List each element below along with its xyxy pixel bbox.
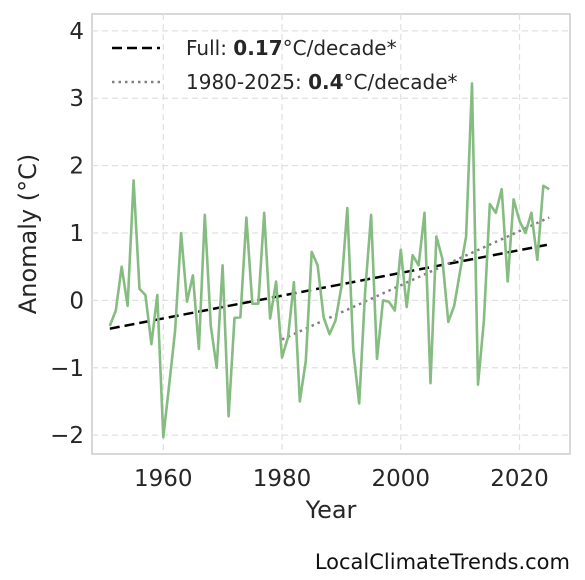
y-tick-label: 2 — [69, 154, 84, 180]
site-credit: LocalClimateTrends.com — [314, 550, 570, 574]
anomaly-series — [108, 82, 550, 439]
y-axis-ticks: −2 −1 0 1 2 3 4 — [50, 19, 84, 449]
plot-frame — [91, 13, 571, 455]
anomaly-line — [108, 82, 550, 439]
x-tick-label: 1960 — [134, 466, 193, 492]
x-tick-label: 2000 — [371, 466, 430, 492]
y-axis-label: Anomaly (°C) — [14, 154, 42, 314]
legend: Full: 0.17°C/decade* 1980-2025: 0.4°C/de… — [112, 36, 458, 94]
x-tick-label: 1980 — [253, 466, 312, 492]
grid — [92, 14, 570, 454]
x-axis-label: Year — [305, 496, 357, 524]
x-axis-ticks: 1960 1980 2000 2020 — [134, 466, 549, 492]
legend-recent-label: 1980-2025: 0.4°C/decade* — [186, 70, 458, 94]
y-tick-label: 3 — [69, 86, 84, 112]
y-tick-label: 1 — [69, 221, 84, 247]
legend-full-label: Full: 0.17°C/decade* — [186, 36, 397, 60]
y-tick-label: −2 — [50, 423, 84, 449]
y-tick-label: 0 — [69, 288, 84, 314]
y-tick-label: −1 — [50, 356, 84, 382]
x-tick-label: 2020 — [490, 466, 549, 492]
y-tick-label: 4 — [69, 19, 84, 45]
